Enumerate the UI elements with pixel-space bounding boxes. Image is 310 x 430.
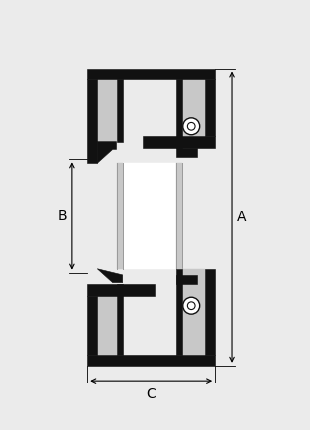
Polygon shape <box>87 79 97 163</box>
Polygon shape <box>205 269 215 355</box>
Circle shape <box>187 302 195 310</box>
Polygon shape <box>117 284 123 355</box>
Polygon shape <box>176 275 197 284</box>
Polygon shape <box>182 269 205 355</box>
Circle shape <box>183 118 200 135</box>
Polygon shape <box>117 163 123 269</box>
Polygon shape <box>176 163 182 269</box>
Polygon shape <box>117 79 123 142</box>
Polygon shape <box>205 79 215 136</box>
Polygon shape <box>176 269 182 355</box>
Polygon shape <box>123 163 176 269</box>
Polygon shape <box>144 136 215 148</box>
Polygon shape <box>97 142 117 163</box>
Polygon shape <box>182 79 205 136</box>
Polygon shape <box>176 148 197 157</box>
Polygon shape <box>176 79 182 148</box>
Polygon shape <box>87 284 155 296</box>
Polygon shape <box>87 68 215 79</box>
Polygon shape <box>87 355 215 366</box>
Polygon shape <box>97 269 123 283</box>
Text: C: C <box>146 387 156 401</box>
Text: B: B <box>58 209 67 223</box>
Text: A: A <box>237 210 246 224</box>
Polygon shape <box>87 296 97 355</box>
Circle shape <box>187 123 195 130</box>
Polygon shape <box>97 296 117 355</box>
Circle shape <box>183 297 200 314</box>
Polygon shape <box>97 79 117 142</box>
